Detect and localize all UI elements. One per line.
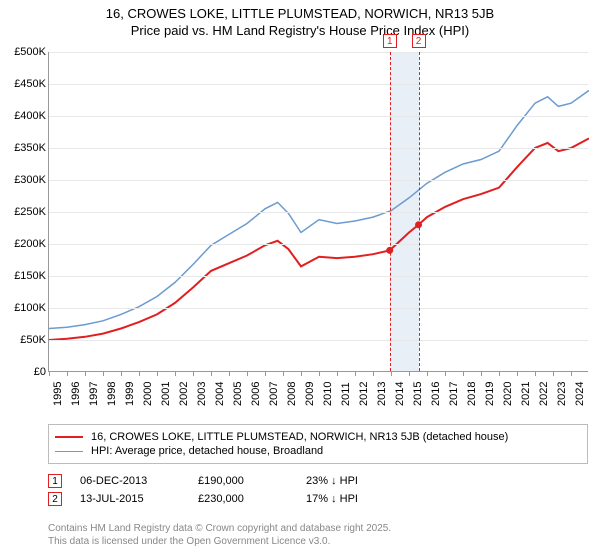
y-axis-label: £150K (4, 270, 46, 282)
legend-box: 16, CROWES LOKE, LITTLE PLUMSTEAD, NORWI… (48, 424, 588, 464)
x-axis-label: 2014 (394, 382, 406, 406)
legend-item: 16, CROWES LOKE, LITTLE PLUMSTEAD, NORWI… (55, 431, 581, 443)
x-axis-label: 2002 (178, 382, 190, 406)
sale-date: 06-DEC-2013 (80, 475, 180, 487)
legend-item: HPI: Average price, detached house, Broa… (55, 445, 581, 457)
chart-title: 16, CROWES LOKE, LITTLE PLUMSTEAD, NORWI… (0, 0, 600, 40)
x-axis-label: 2016 (430, 382, 442, 406)
x-axis-label: 2013 (376, 382, 388, 406)
x-axis-label: 2004 (214, 382, 226, 406)
x-axis-label: 2010 (322, 382, 334, 406)
legend-label: 16, CROWES LOKE, LITTLE PLUMSTEAD, NORWI… (91, 431, 508, 443)
sale-number-badge: 1 (48, 474, 62, 488)
y-axis-label: £50K (4, 334, 46, 346)
plot-region: 12 (48, 52, 588, 372)
gridline (49, 180, 588, 181)
sale-vs-hpi: 23% ↓ HPI (306, 475, 426, 487)
sale-marker-badge: 2 (412, 34, 426, 48)
x-axis-label: 2011 (340, 382, 352, 406)
gridline (49, 148, 588, 149)
gridline (49, 84, 588, 85)
x-axis-label: 2015 (412, 382, 424, 406)
sale-date: 13-JUL-2015 (80, 493, 180, 505)
sale-row: 2 13-JUL-2015 £230,000 17% ↓ HPI (48, 492, 588, 506)
x-axis-label: 2022 (538, 382, 550, 406)
y-axis-label: £200K (4, 238, 46, 250)
sale-vs-hpi: 17% ↓ HPI (306, 493, 426, 505)
sale-row: 1 06-DEC-2013 £190,000 23% ↓ HPI (48, 474, 588, 488)
gridline (49, 244, 588, 245)
sale-marker-badge: 1 (383, 34, 397, 48)
x-axis-label: 2020 (502, 382, 514, 406)
legend-swatch (55, 451, 83, 452)
x-axis-label: 2001 (160, 382, 172, 406)
y-axis-label: £500K (4, 46, 46, 58)
x-axis-label: 2023 (556, 382, 568, 406)
sale-price: £230,000 (198, 493, 288, 505)
legend-label: HPI: Average price, detached house, Broa… (91, 445, 323, 457)
x-axis-label: 2000 (142, 382, 154, 406)
y-axis-label: £0 (4, 366, 46, 378)
x-axis-label: 1997 (88, 382, 100, 406)
sale-price: £190,000 (198, 475, 288, 487)
y-axis-label: £100K (4, 302, 46, 314)
x-axis-label: 2012 (358, 382, 370, 406)
y-axis-label: £300K (4, 174, 46, 186)
footnote-line-1: Contains HM Land Registry data © Crown c… (48, 523, 391, 534)
x-axis-label: 2019 (484, 382, 496, 406)
sale-number-badge: 2 (48, 492, 62, 506)
x-axis-label: 2007 (268, 382, 280, 406)
title-line-1: 16, CROWES LOKE, LITTLE PLUMSTEAD, NORWI… (106, 6, 494, 21)
sale-marker-line (419, 52, 420, 371)
y-axis-label: £250K (4, 206, 46, 218)
chart-area: £0 £50K £100K £150K £200K £250K £300K £350K £400… (0, 44, 600, 414)
x-axis-label: 2003 (196, 382, 208, 406)
y-axis-label: £350K (4, 142, 46, 154)
gridline (49, 116, 588, 117)
x-axis-label: 1996 (70, 382, 82, 406)
x-axis-label: 2006 (250, 382, 262, 406)
x-axis-label: 1999 (124, 382, 136, 406)
footnote: Contains HM Land Registry data © Crown c… (48, 522, 588, 548)
x-axis-label: 1998 (106, 382, 118, 406)
gridline (49, 212, 588, 213)
series-line-blue (49, 90, 589, 328)
footnote-line-2: This data is licensed under the Open Gov… (48, 536, 330, 547)
x-axis-label: 2024 (574, 382, 586, 406)
legend-swatch (55, 436, 83, 438)
x-axis-label: 2017 (448, 382, 460, 406)
x-axis-label: 1995 (52, 382, 64, 406)
gridline (49, 308, 588, 309)
x-axis-label: 2018 (466, 382, 478, 406)
gridline (49, 276, 588, 277)
x-axis-label: 2008 (286, 382, 298, 406)
sale-marker-line (390, 52, 391, 371)
y-axis-label: £450K (4, 78, 46, 90)
sales-table: 1 06-DEC-2013 £190,000 23% ↓ HPI 2 13-JUL-201… (48, 470, 588, 510)
y-axis-label: £400K (4, 110, 46, 122)
x-axis-label: 2021 (520, 382, 532, 406)
gridline (49, 340, 588, 341)
x-axis-label: 2009 (304, 382, 316, 406)
gridline (49, 52, 588, 53)
x-axis-label: 2005 (232, 382, 244, 406)
